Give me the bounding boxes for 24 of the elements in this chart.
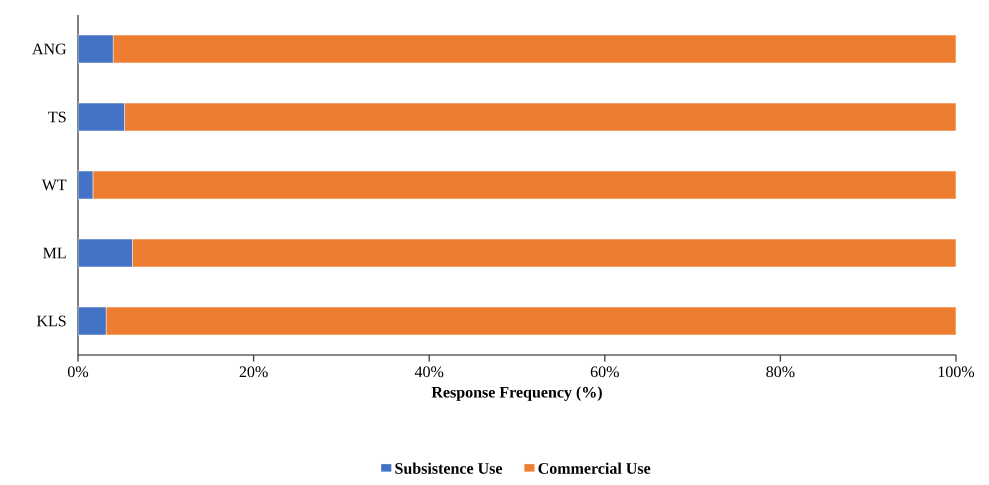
x-axis-title: Response Frequency (%) bbox=[432, 386, 602, 401]
y-tick-label: WT bbox=[42, 180, 66, 190]
bar bbox=[78, 306, 106, 336]
x-tick-label: 80% bbox=[766, 366, 795, 378]
x-tick-label: 20% bbox=[240, 366, 268, 378]
bar bbox=[106, 306, 956, 336]
bar bbox=[78, 102, 125, 132]
x-tick-label: 0% bbox=[68, 366, 88, 378]
x-tick-label: 40% bbox=[414, 366, 444, 378]
y-tick-label: ML bbox=[43, 248, 66, 258]
y-tick-label: KLS bbox=[36, 316, 66, 326]
bar bbox=[78, 170, 94, 200]
bar bbox=[112, 34, 956, 64]
bar bbox=[124, 102, 956, 132]
x-tick-label: 60% bbox=[590, 366, 619, 378]
y-tick-label: ANG bbox=[32, 44, 66, 54]
legend-label: Subsistence Use bbox=[395, 462, 502, 474]
bar bbox=[78, 34, 114, 64]
bar bbox=[78, 238, 133, 268]
bar bbox=[132, 238, 956, 268]
legend-label: Commercial Use bbox=[538, 462, 650, 474]
x-tick-label: 100% bbox=[938, 366, 974, 378]
bar bbox=[92, 170, 956, 200]
y-tick-label: TS bbox=[48, 112, 66, 122]
